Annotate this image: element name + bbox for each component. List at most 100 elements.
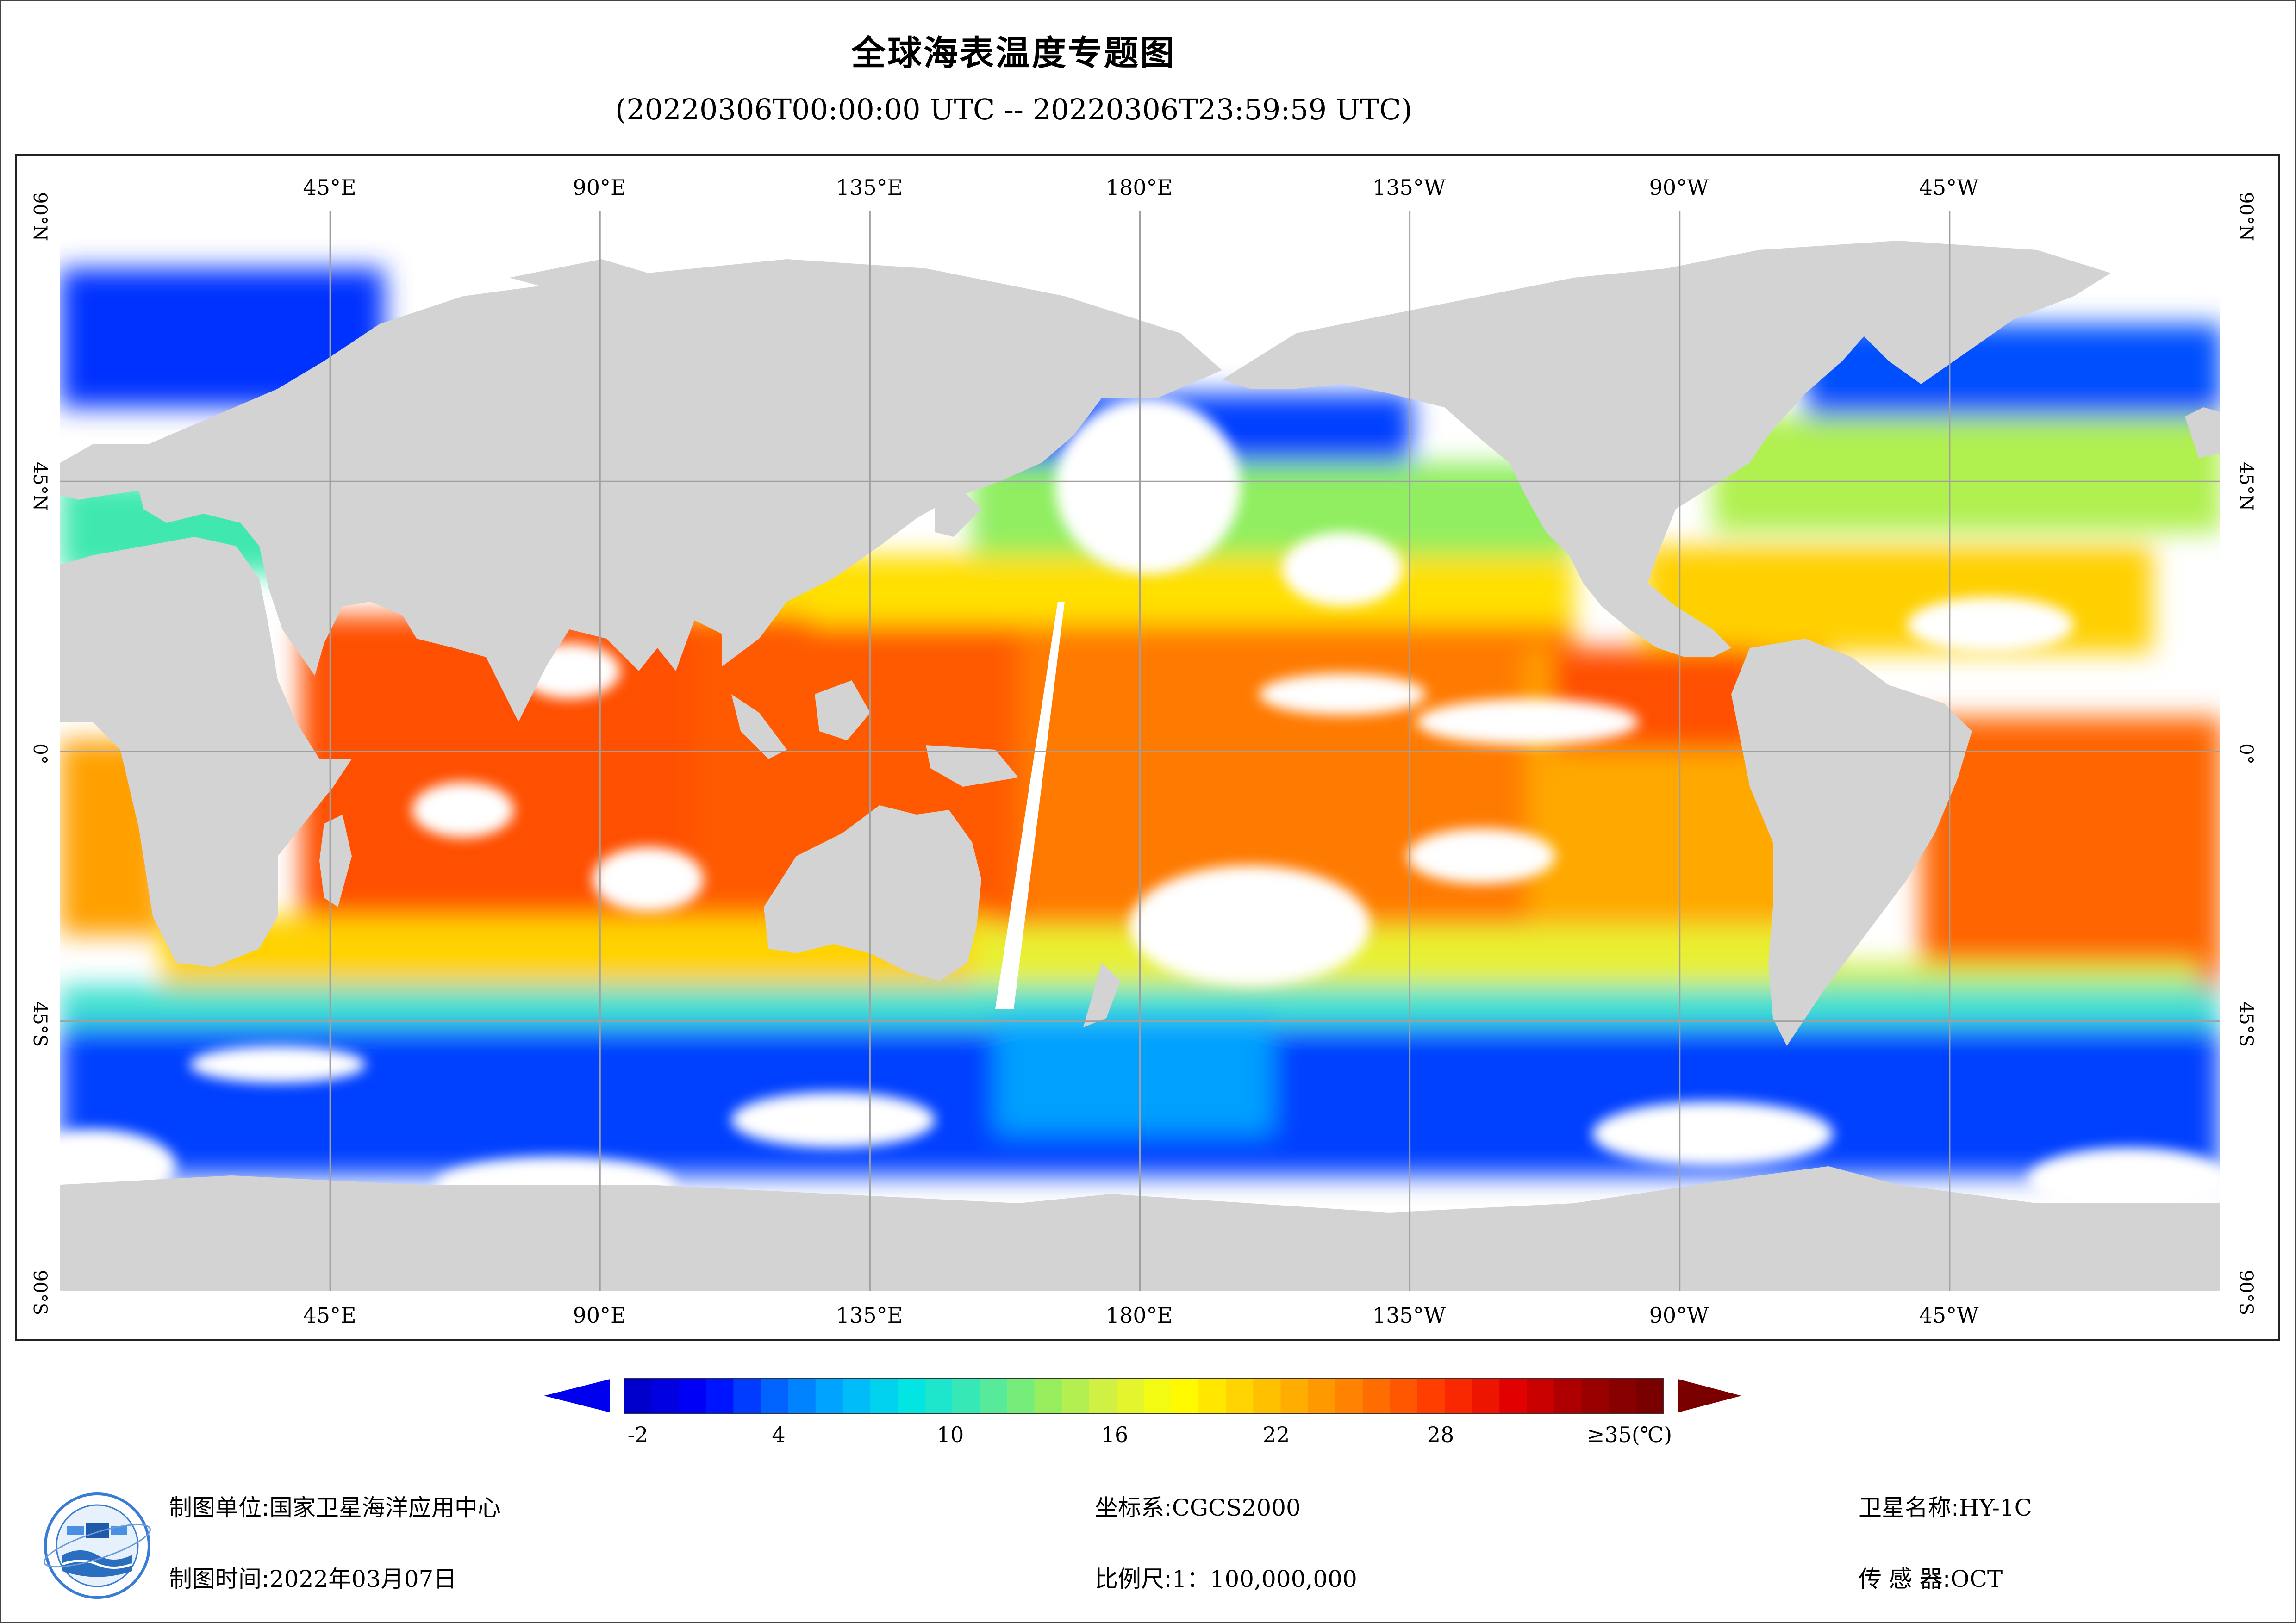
colorbar-cell <box>1280 1378 1309 1413</box>
footer-scale-label: 比例尺: <box>1095 1566 1172 1592</box>
lon-label-top: 90°W <box>1649 175 1709 200</box>
colorbar-cell <box>1499 1378 1527 1413</box>
colorbar-cell <box>1417 1378 1445 1413</box>
colorbar-tick-label: 10 <box>936 1422 964 1447</box>
lon-label-top: 180°E <box>1105 175 1173 200</box>
cloud-gap <box>1129 865 1370 986</box>
colorbar-tick-label: 16 <box>1101 1422 1129 1447</box>
footer-satellite-label: 卫星名称: <box>1859 1494 1959 1521</box>
lon-label-bottom: 90°W <box>1649 1303 1709 1328</box>
colorbar-outline <box>624 1378 1664 1414</box>
cloud-gap <box>1592 1101 1833 1166</box>
cloud-gaps <box>60 398 2220 1213</box>
lon-label-bottom: 135°W <box>1372 1303 1446 1328</box>
cloud-gap <box>412 782 514 838</box>
lon-label-top: 45°W <box>1919 175 1979 200</box>
arctic-islands <box>509 259 648 296</box>
map-subtitle: (20220306T00:00:00 UTC -- 20220306T23:59… <box>615 93 1412 126</box>
footer-sensor-label: 传 感 器: <box>1859 1566 1951 1592</box>
colorbar-cell <box>1061 1378 1090 1413</box>
cloud-gap <box>1282 532 1403 606</box>
lon-label-top: 90°E <box>573 175 626 200</box>
colorbar-cell <box>815 1378 843 1413</box>
greenland <box>1666 241 2111 384</box>
nsoas-logo-icon <box>44 1492 151 1599</box>
colorbar-cell <box>1554 1378 1582 1413</box>
new-zealand <box>1083 963 1120 1027</box>
colorbar-cell <box>788 1378 816 1413</box>
sumatra <box>731 694 787 759</box>
footer-time-value: 2022年03月07日 <box>269 1566 457 1592</box>
footer-org-label: 制图单位: <box>169 1494 269 1521</box>
cloud-gap <box>593 847 704 912</box>
north-america <box>1222 268 1875 657</box>
colorbar-cell <box>1226 1378 1254 1413</box>
footer-sensor-value: OCT <box>1950 1566 2003 1592</box>
colorbar-cell <box>1308 1378 1336 1413</box>
cloud-gap <box>1259 673 1426 715</box>
colorbar-cell <box>1527 1378 1555 1413</box>
colorbar-cell <box>1144 1378 1172 1413</box>
colorbar-tick-label: 28 <box>1427 1422 1454 1447</box>
colorbar-cell <box>980 1378 1007 1413</box>
graticule <box>60 211 2220 1291</box>
australia <box>764 805 981 981</box>
colorbar-cell <box>1445 1378 1472 1413</box>
colorbar-tick-label: 4 <box>772 1422 786 1447</box>
colorbar-tick-label: -2 <box>627 1422 649 1447</box>
colorbar-cell <box>842 1378 871 1413</box>
sst-region-south-atlantic-tropics <box>1921 717 2220 995</box>
colorbar-cell <box>679 1378 706 1413</box>
colorbar-cell <box>706 1378 734 1413</box>
colorbar-cell <box>925 1378 953 1413</box>
footer-sensor: 传 感 器:OCT <box>1859 1561 2003 1594</box>
lon-label-top: 135°E <box>836 175 903 200</box>
cloud-gap <box>1407 828 1555 884</box>
madagascar <box>319 815 352 907</box>
footer-time: 制图时间:2022年03月07日 <box>169 1561 456 1594</box>
footer-scale: 比例尺:1：100,000,000 <box>1095 1561 1357 1594</box>
lon-label-bottom: 45°W <box>1919 1303 1979 1328</box>
footer-time-label: 制图时间: <box>169 1566 269 1592</box>
map-frame <box>15 154 2280 1341</box>
colorbar-cell <box>952 1378 980 1413</box>
cloud-gap <box>1055 398 1241 574</box>
colorbar-cell <box>1253 1378 1281 1413</box>
colorbar-cells <box>624 1378 1664 1413</box>
lon-label-bottom: 45°E <box>303 1303 356 1328</box>
cloud-gap <box>1907 597 2074 653</box>
cloud-gap <box>190 1046 366 1083</box>
new-guinea <box>926 745 1018 787</box>
colorbar-cell <box>1007 1378 1035 1413</box>
sst-region-south-pacific-cold <box>995 1018 1273 1134</box>
colorbar-cell <box>1609 1378 1637 1413</box>
colorbar-cell <box>1581 1378 1610 1413</box>
footer-crs-label: 坐标系: <box>1095 1494 1172 1521</box>
colorbar-cell <box>1171 1378 1199 1413</box>
lon-label-bottom: 135°E <box>836 1303 903 1328</box>
footer-crs-value: CGCS2000 <box>1172 1494 1301 1521</box>
footer-org: 制图单位:国家卫星海洋应用中心 <box>169 1489 501 1523</box>
colorbar-cell <box>1198 1378 1226 1413</box>
colorbar-cell <box>624 1378 652 1413</box>
colorbar-tick-label: ≥35(℃) <box>1586 1422 1672 1447</box>
footer-org-value: 国家卫星海洋应用中心 <box>269 1494 501 1521</box>
colorbar-tick-label: 22 <box>1262 1422 1290 1447</box>
british-isles <box>2185 407 2220 458</box>
colorbar-cell <box>1362 1378 1391 1413</box>
cloud-gap <box>1416 699 1639 745</box>
colorbar-cell <box>898 1378 925 1413</box>
footer-satellite-value: HY-1C <box>1959 1494 2032 1521</box>
map-title: 全球海表温度专题图 <box>851 33 1176 73</box>
colorbar-cell <box>1034 1378 1062 1413</box>
colorbar-cell <box>870 1378 898 1413</box>
colorbar-cell <box>1335 1378 1363 1413</box>
lon-label-top: 135°W <box>1372 175 1446 200</box>
eurasia <box>60 259 1222 722</box>
lon-label-bottom: 90°E <box>573 1303 626 1328</box>
south-america <box>1731 639 1972 1046</box>
colorbar-cell <box>1472 1378 1500 1413</box>
footer-satellite: 卫星名称:HY-1C <box>1859 1489 2032 1523</box>
